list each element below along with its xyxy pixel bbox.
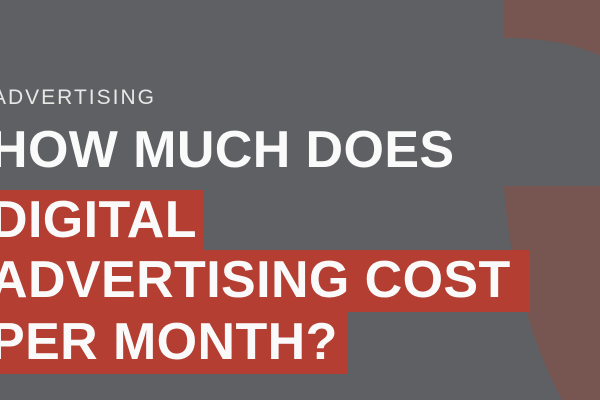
headline-line-3-text: ADVERTISING COST: [0, 251, 511, 309]
headline-highlight-block-2: [0, 190, 204, 252]
headline-line-4-text: PER MONTH?: [0, 313, 338, 371]
headline-line-2: DIGITAL: [0, 190, 600, 252]
headline-line-4: PER MONTH?: [0, 312, 600, 375]
headline-line-1-text: HOW MUCH DOES: [0, 121, 455, 179]
headline-line-3: ADVERTISING COST: [0, 250, 600, 312]
headline-line-2-text: DIGITAL: [0, 191, 197, 249]
kicker-text: ADVERTISING: [0, 86, 156, 109]
headline-highlight-block-4: [0, 312, 348, 374]
headline-highlight-block-3: [0, 250, 530, 312]
headline-line-1: HOW MUCH DOES: [0, 120, 600, 182]
